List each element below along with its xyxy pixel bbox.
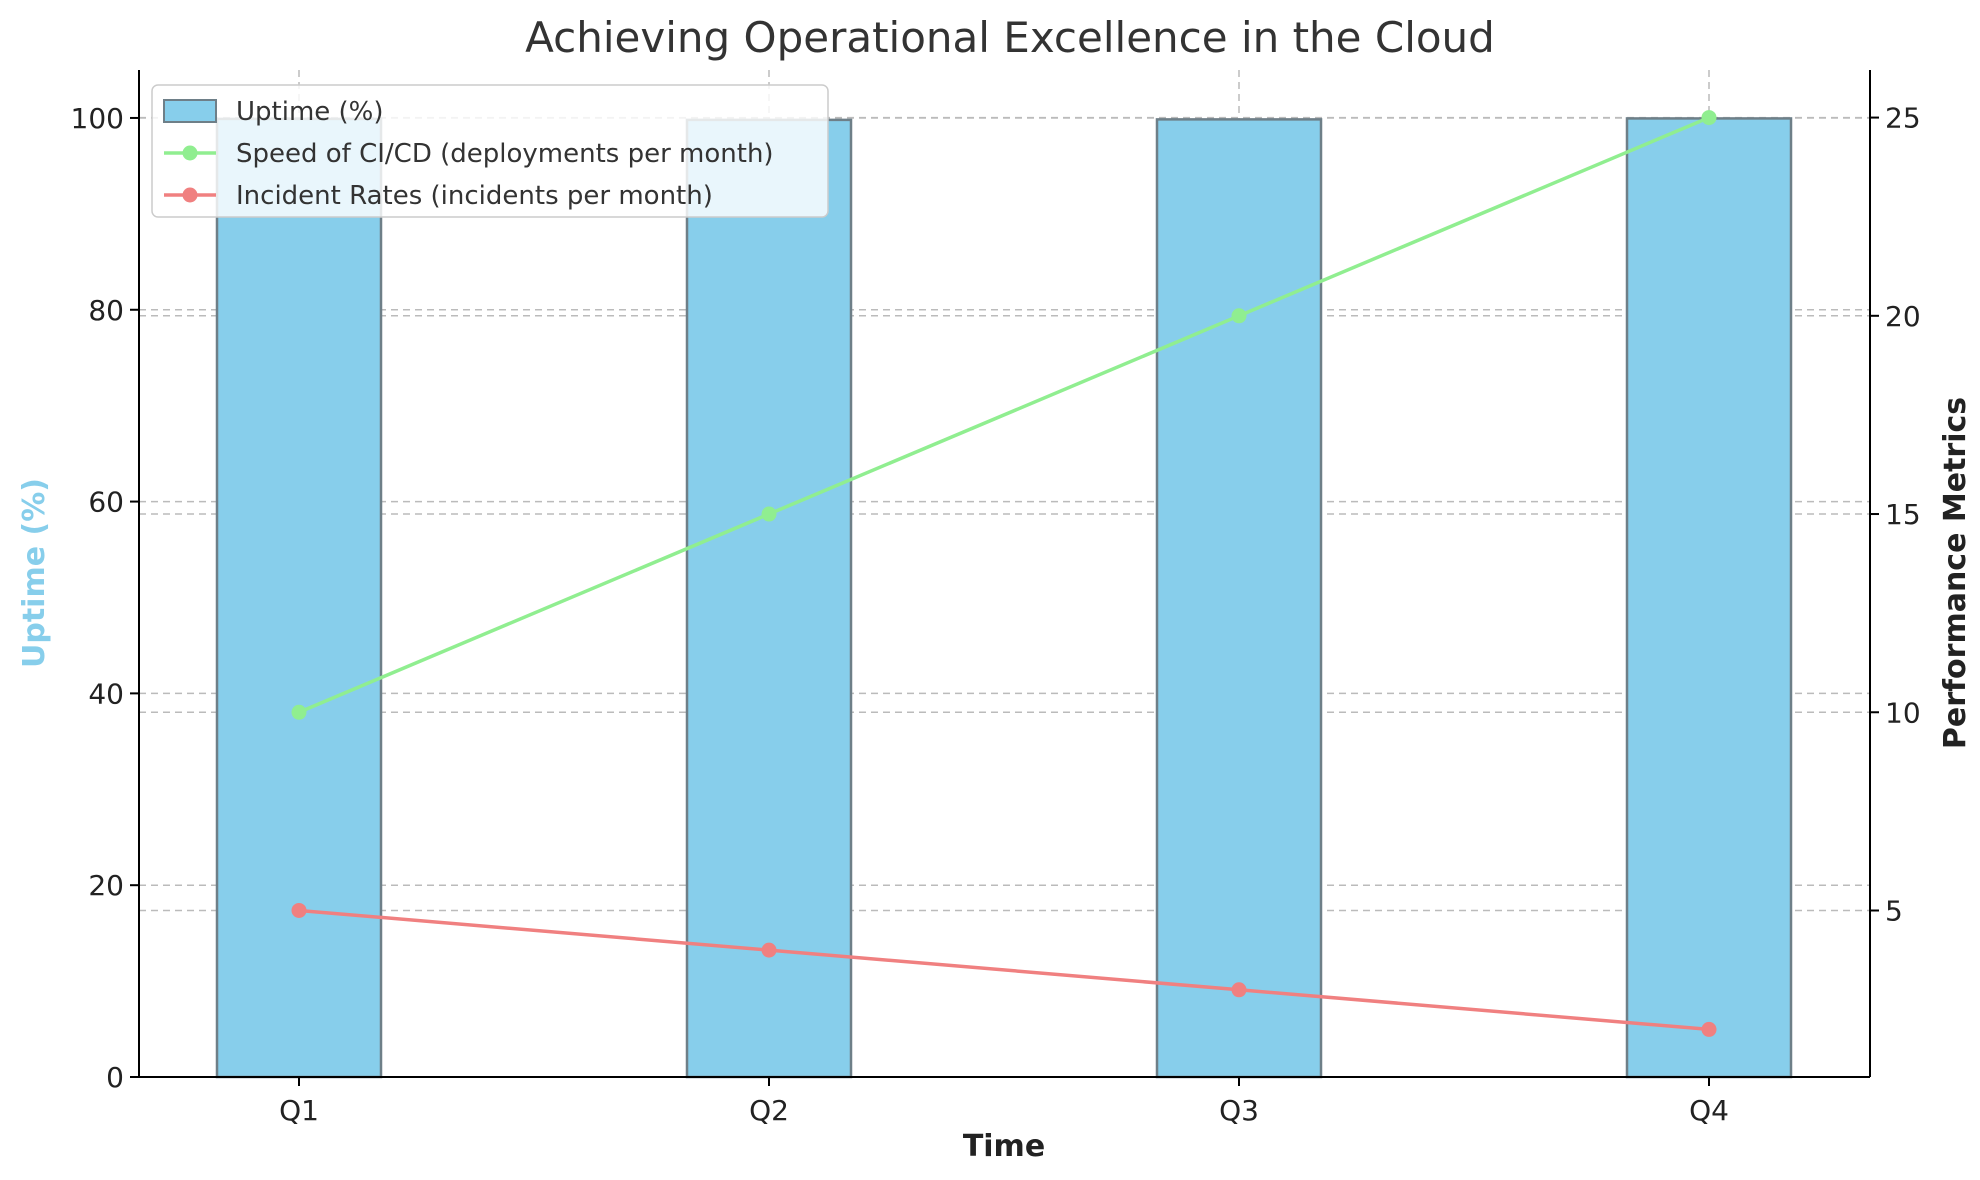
legend: Uptime (%) Speed of CI/CD (deployments pe… xyxy=(151,84,829,218)
y-left-tick-label: 0 xyxy=(106,1061,124,1094)
legend-swatch-bar xyxy=(163,99,217,123)
y-left-tick-label: 60 xyxy=(88,486,124,519)
x-axis-label: Time xyxy=(963,1129,1045,1164)
chart-title: Achieving Operational Excellence in the … xyxy=(525,13,1495,62)
axes: 0 20 40 60 80 100 5 10 15 20 25 Q1 Q2 Q3 Q4 xyxy=(71,70,1921,1127)
y-left-tick-label: 40 xyxy=(88,677,124,710)
point-series-0-q3 xyxy=(1231,308,1247,324)
y-left-tick-label: 80 xyxy=(88,294,124,327)
y-right-tick-label: 5 xyxy=(1885,894,1903,927)
line-series-0 xyxy=(298,115,1710,714)
y-right-tick-label: 25 xyxy=(1885,102,1921,135)
y-right-tick-label: 10 xyxy=(1885,696,1921,729)
legend-swatch-marker-1 xyxy=(182,145,198,161)
y-axis-left-label: Uptime (%) xyxy=(17,478,52,668)
bar-uptime-q3 xyxy=(1155,118,1323,1079)
y-right-tick-label: 20 xyxy=(1885,300,1921,333)
y-right-tick-label: 15 xyxy=(1885,498,1921,531)
x-tick-label: Q1 xyxy=(279,1094,319,1127)
x-tick-label: Q3 xyxy=(1219,1094,1259,1127)
point-series-1-q1 xyxy=(291,902,307,918)
point-series-1-q2 xyxy=(761,942,777,958)
legend-frame xyxy=(151,84,829,218)
point-series-0-q2 xyxy=(761,506,777,522)
point-series-0-q1 xyxy=(291,704,307,720)
line-series-1 xyxy=(298,908,1710,1032)
y-left-tick-label: 100 xyxy=(71,102,124,135)
bar-uptime-q1 xyxy=(215,117,383,1079)
line-series xyxy=(291,110,1717,1037)
bar-uptime-q4 xyxy=(1625,117,1793,1079)
legend-swatch-marker-2 xyxy=(182,187,198,203)
legend-entry-1: Speed of CI/CD (deployments per month) xyxy=(236,139,774,169)
legend-entry-2: Incident Rates (incidents per month) xyxy=(236,181,713,211)
bar-uptime-q2 xyxy=(685,118,853,1079)
point-series-0-q4 xyxy=(1701,110,1717,126)
bar-series xyxy=(215,117,1793,1079)
y-left-tick-label: 20 xyxy=(88,869,124,902)
x-tick-label: Q4 xyxy=(1689,1094,1729,1127)
legend-entry-0: Uptime (%) xyxy=(236,97,384,127)
point-series-1-q4 xyxy=(1701,1021,1717,1037)
y-axis-right-label: Performance Metrics xyxy=(1938,397,1973,749)
grid-lines xyxy=(139,70,1870,1078)
point-series-1-q3 xyxy=(1231,982,1247,998)
x-tick-label: Q2 xyxy=(749,1094,789,1127)
